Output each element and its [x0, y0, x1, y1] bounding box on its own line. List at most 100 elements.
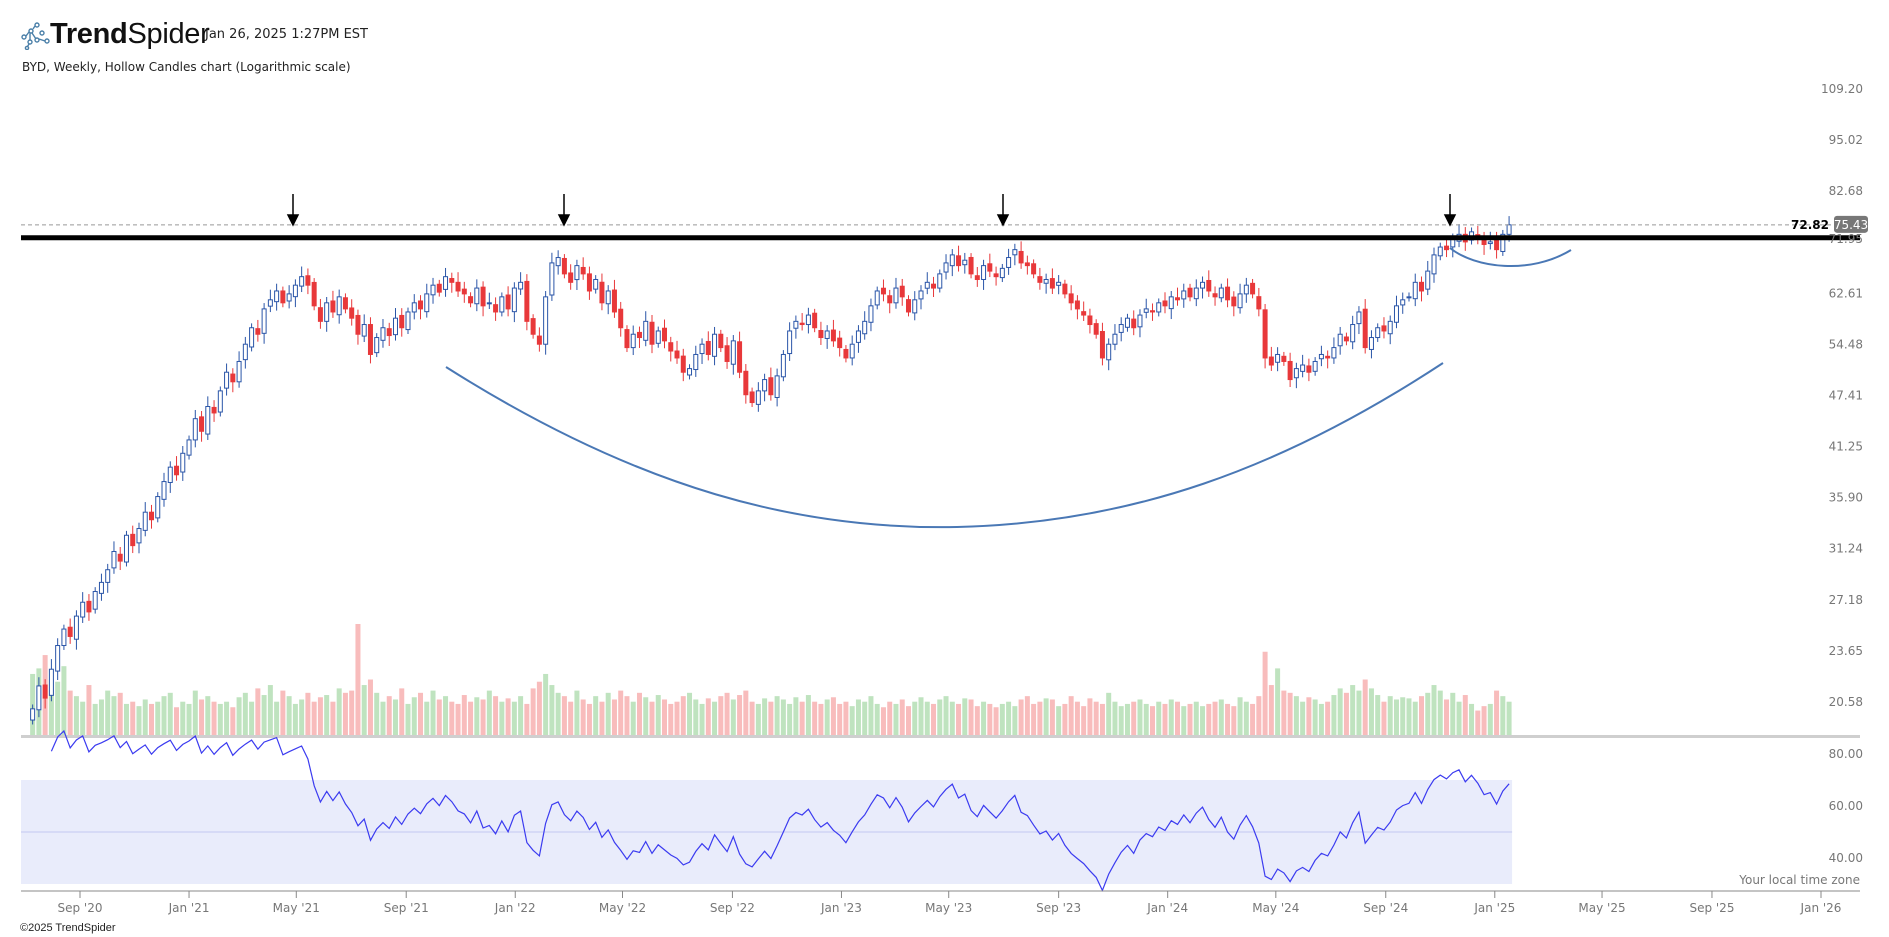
candle[interactable]: [862, 311, 868, 340]
candle[interactable]: [868, 298, 874, 332]
candle[interactable]: [98, 573, 104, 601]
candle[interactable]: [1300, 354, 1306, 378]
candle[interactable]: [205, 396, 211, 440]
candle[interactable]: [292, 279, 298, 308]
candle[interactable]: [1231, 291, 1237, 317]
candle[interactable]: [962, 252, 968, 274]
candle[interactable]: [1049, 268, 1055, 294]
candle[interactable]: [724, 337, 730, 369]
candle[interactable]: [305, 268, 311, 295]
candle[interactable]: [618, 301, 624, 337]
candle[interactable]: [174, 456, 180, 481]
candle[interactable]: [42, 679, 48, 709]
candle[interactable]: [574, 259, 580, 291]
candle[interactable]: [386, 322, 392, 346]
candle[interactable]: [924, 272, 930, 295]
candle[interactable]: [1043, 273, 1049, 294]
candle[interactable]: [799, 313, 805, 331]
candle[interactable]: [1350, 315, 1356, 350]
candle[interactable]: [1287, 352, 1293, 387]
candle[interactable]: [1431, 247, 1437, 283]
candle[interactable]: [1381, 317, 1387, 339]
candle[interactable]: [718, 329, 724, 353]
candle[interactable]: [224, 363, 230, 396]
candle[interactable]: [949, 249, 955, 277]
candle[interactable]: [1200, 276, 1206, 299]
candle[interactable]: [937, 269, 943, 293]
candle[interactable]: [399, 308, 405, 337]
candle[interactable]: [505, 286, 511, 317]
candle[interactable]: [905, 295, 911, 317]
candle[interactable]: [449, 272, 455, 293]
candle[interactable]: [561, 254, 567, 279]
down-arrow-icon[interactable]: [996, 194, 1010, 227]
candle[interactable]: [367, 317, 373, 364]
candle[interactable]: [787, 322, 793, 361]
candle[interactable]: [793, 315, 799, 339]
candle[interactable]: [1425, 260, 1431, 296]
candle[interactable]: [1268, 346, 1274, 371]
candle[interactable]: [130, 525, 136, 554]
candle[interactable]: [1256, 287, 1262, 317]
candle[interactable]: [1056, 275, 1062, 295]
candle[interactable]: [80, 592, 86, 623]
candle[interactable]: [586, 266, 592, 300]
candle[interactable]: [1325, 350, 1331, 369]
candle[interactable]: [999, 263, 1005, 283]
candle[interactable]: [912, 291, 918, 321]
candle[interactable]: [518, 272, 524, 295]
candle[interactable]: [762, 373, 768, 402]
candle[interactable]: [593, 275, 599, 294]
candle[interactable]: [1387, 315, 1393, 345]
candle[interactable]: [768, 367, 774, 401]
candle[interactable]: [1012, 243, 1018, 266]
candle[interactable]: [1006, 248, 1012, 275]
candle[interactable]: [36, 677, 42, 718]
candle[interactable]: [86, 594, 92, 621]
down-arrow-icon[interactable]: [1443, 194, 1457, 227]
candle[interactable]: [543, 291, 549, 355]
candle[interactable]: [662, 319, 668, 349]
candle[interactable]: [855, 325, 861, 353]
candle[interactable]: [217, 386, 223, 417]
candle[interactable]: [267, 289, 273, 313]
cup-curve[interactable]: [445, 362, 1444, 529]
candle[interactable]: [1331, 337, 1337, 364]
candle[interactable]: [536, 327, 542, 352]
handle-curve[interactable]: [1449, 247, 1572, 267]
candle[interactable]: [1400, 292, 1406, 314]
candle[interactable]: [111, 541, 117, 574]
candle[interactable]: [630, 325, 636, 356]
candle[interactable]: [1062, 279, 1068, 299]
candle[interactable]: [1131, 310, 1137, 336]
candle[interactable]: [805, 307, 811, 334]
candle[interactable]: [1187, 283, 1193, 302]
candle[interactable]: [830, 319, 836, 347]
candle[interactable]: [480, 281, 486, 317]
candle[interactable]: [336, 289, 342, 324]
candle[interactable]: [280, 286, 286, 308]
candle[interactable]: [136, 522, 142, 554]
candle[interactable]: [155, 492, 161, 523]
candle[interactable]: [737, 331, 743, 379]
candle[interactable]: [605, 285, 611, 315]
candle[interactable]: [812, 308, 818, 333]
candle[interactable]: [499, 292, 505, 317]
candle[interactable]: [142, 502, 148, 537]
candle[interactable]: [274, 283, 280, 311]
candle[interactable]: [261, 303, 267, 344]
candle[interactable]: [61, 624, 67, 650]
candle[interactable]: [568, 264, 574, 290]
candle[interactable]: [1412, 273, 1418, 307]
candle[interactable]: [311, 278, 317, 311]
candle[interactable]: [749, 387, 755, 407]
candle[interactable]: [180, 446, 186, 481]
candle[interactable]: [1093, 319, 1099, 339]
candle[interactable]: [1037, 267, 1043, 290]
candle[interactable]: [255, 319, 261, 342]
candle[interactable]: [1312, 357, 1318, 376]
candle[interactable]: [286, 285, 292, 309]
candle[interactable]: [981, 259, 987, 290]
candle[interactable]: [549, 252, 555, 301]
